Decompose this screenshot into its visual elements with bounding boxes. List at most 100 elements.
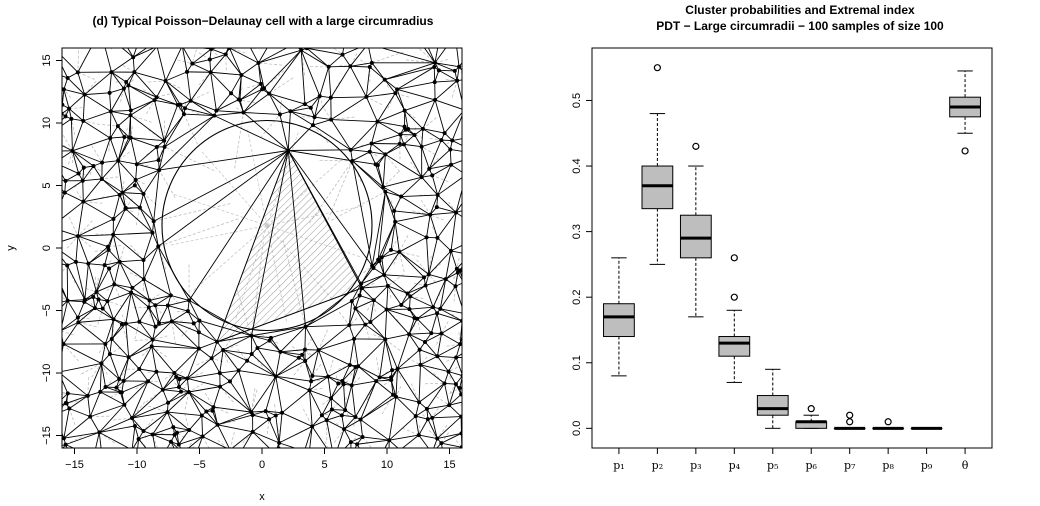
voronoi-edge [183, 459, 188, 467]
delaunay-edge [135, 164, 138, 180]
delaunay-edge [269, 340, 281, 353]
voronoi-edge [376, 357, 381, 378]
delaunay-edge [38, 227, 51, 233]
delaunay-edge [427, 489, 443, 500]
delaunay-edge [490, 441, 511, 479]
delaunay-point [488, 153, 492, 157]
delaunay-edge [29, 231, 37, 233]
voronoi-edge [386, 309, 399, 322]
delaunay-edge [429, 214, 438, 238]
delaunay-edge [152, 326, 156, 340]
delaunay-edge [453, 20, 476, 31]
delaunay-edge [265, 410, 283, 414]
delaunay-edge [461, 446, 462, 448]
delaunay-edge [166, 441, 172, 448]
delaunay-edge [105, 386, 121, 393]
voronoi-edge [475, 330, 488, 332]
delaunay-edge [45, 450, 50, 487]
delaunay-edge [251, 410, 266, 413]
box-outlier [846, 411, 854, 419]
delaunay-edge [495, 288, 498, 310]
delaunay-edge [378, 260, 385, 275]
delaunay-point [153, 324, 158, 329]
delaunay-edge [292, 485, 295, 502]
delaunay-point [494, 344, 498, 348]
delaunay-edge [48, 164, 49, 177]
delaunay-point [187, 298, 192, 303]
delaunay-edge [239, 83, 262, 101]
voronoi-edge [463, 255, 469, 262]
delaunay-point [146, 379, 151, 384]
delaunay-edge [504, 310, 512, 333]
delaunay-edge [111, 319, 114, 340]
delaunay-edge [505, 370, 522, 399]
voronoi-edge [359, 0, 372, 5]
delaunay-edge [386, 304, 402, 310]
voronoi-edge [188, 383, 204, 393]
delaunay-edge [238, 483, 242, 505]
delaunay-point [309, 379, 314, 384]
delaunay-point [402, 108, 407, 113]
delaunay-edge [171, 320, 194, 324]
delaunay-point [493, 132, 497, 136]
delaunay-point [435, 354, 440, 359]
delaunay-point [459, 445, 462, 448]
delaunay-point [150, 432, 155, 437]
delaunay-edge [495, 134, 505, 156]
delaunay-point [115, 124, 120, 129]
delaunay-edge [419, 349, 421, 365]
delaunay-edge [188, 391, 207, 412]
delaunay-edge [243, 93, 270, 113]
delaunay-edge [518, 406, 523, 417]
delaunay-edge [132, 48, 148, 58]
delaunay-edge [314, 0, 345, 9]
delaunay-edge [432, 416, 462, 419]
delaunay-edge [131, 381, 149, 419]
delaunay-edge [294, 0, 314, 9]
delaunay-point [44, 11, 48, 15]
delaunay-point [467, 253, 471, 257]
delaunay-x-axis-label: x [259, 491, 265, 503]
voronoi-edge [81, 363, 102, 375]
delaunay-point [0, 186, 3, 190]
delaunay-point [475, 179, 479, 183]
delaunay-point [494, 116, 498, 120]
delaunay-edge [489, 270, 500, 274]
delaunay-edge [491, 480, 503, 499]
voronoi-edge [61, 315, 62, 331]
delaunay-edge [40, 71, 48, 83]
delaunay-point [129, 290, 134, 295]
delaunay-edge [360, 380, 377, 420]
delaunay-edge [361, 287, 375, 301]
voronoi-edge [517, 149, 521, 166]
delaunay-edge [101, 343, 106, 364]
delaunay-edge [360, 396, 397, 420]
voronoi-edge [62, 191, 65, 194]
delaunay-edge [309, 390, 313, 427]
delaunay-point [347, 323, 352, 328]
delaunay-edge [101, 178, 120, 196]
delaunay-edge [506, 333, 512, 353]
delaunay-edge [321, 398, 332, 416]
delaunay-edge [431, 474, 443, 500]
delaunay-edge [510, 108, 521, 112]
delaunay-edge [84, 301, 96, 309]
delaunay-edge [269, 93, 306, 105]
delaunay-point [250, 429, 255, 434]
delaunay-edge [436, 312, 462, 322]
delaunay-point [21, 309, 25, 313]
delaunay-point [272, 497, 276, 501]
delaunay-point [199, 413, 204, 418]
delaunay-edge [238, 499, 274, 506]
delaunay-edge [127, 48, 134, 58]
voronoi-edge [467, 41, 468, 54]
voronoi-edge [416, 318, 421, 331]
delaunay-point [210, 408, 215, 413]
delaunay-edge [469, 79, 491, 85]
delaunay-point [27, 229, 31, 233]
delaunay-point [498, 119, 502, 123]
delaunay-edge [299, 477, 319, 484]
delaunay-point [312, 115, 317, 120]
delaunay-edge [175, 37, 182, 46]
delaunay-edge [111, 323, 127, 340]
